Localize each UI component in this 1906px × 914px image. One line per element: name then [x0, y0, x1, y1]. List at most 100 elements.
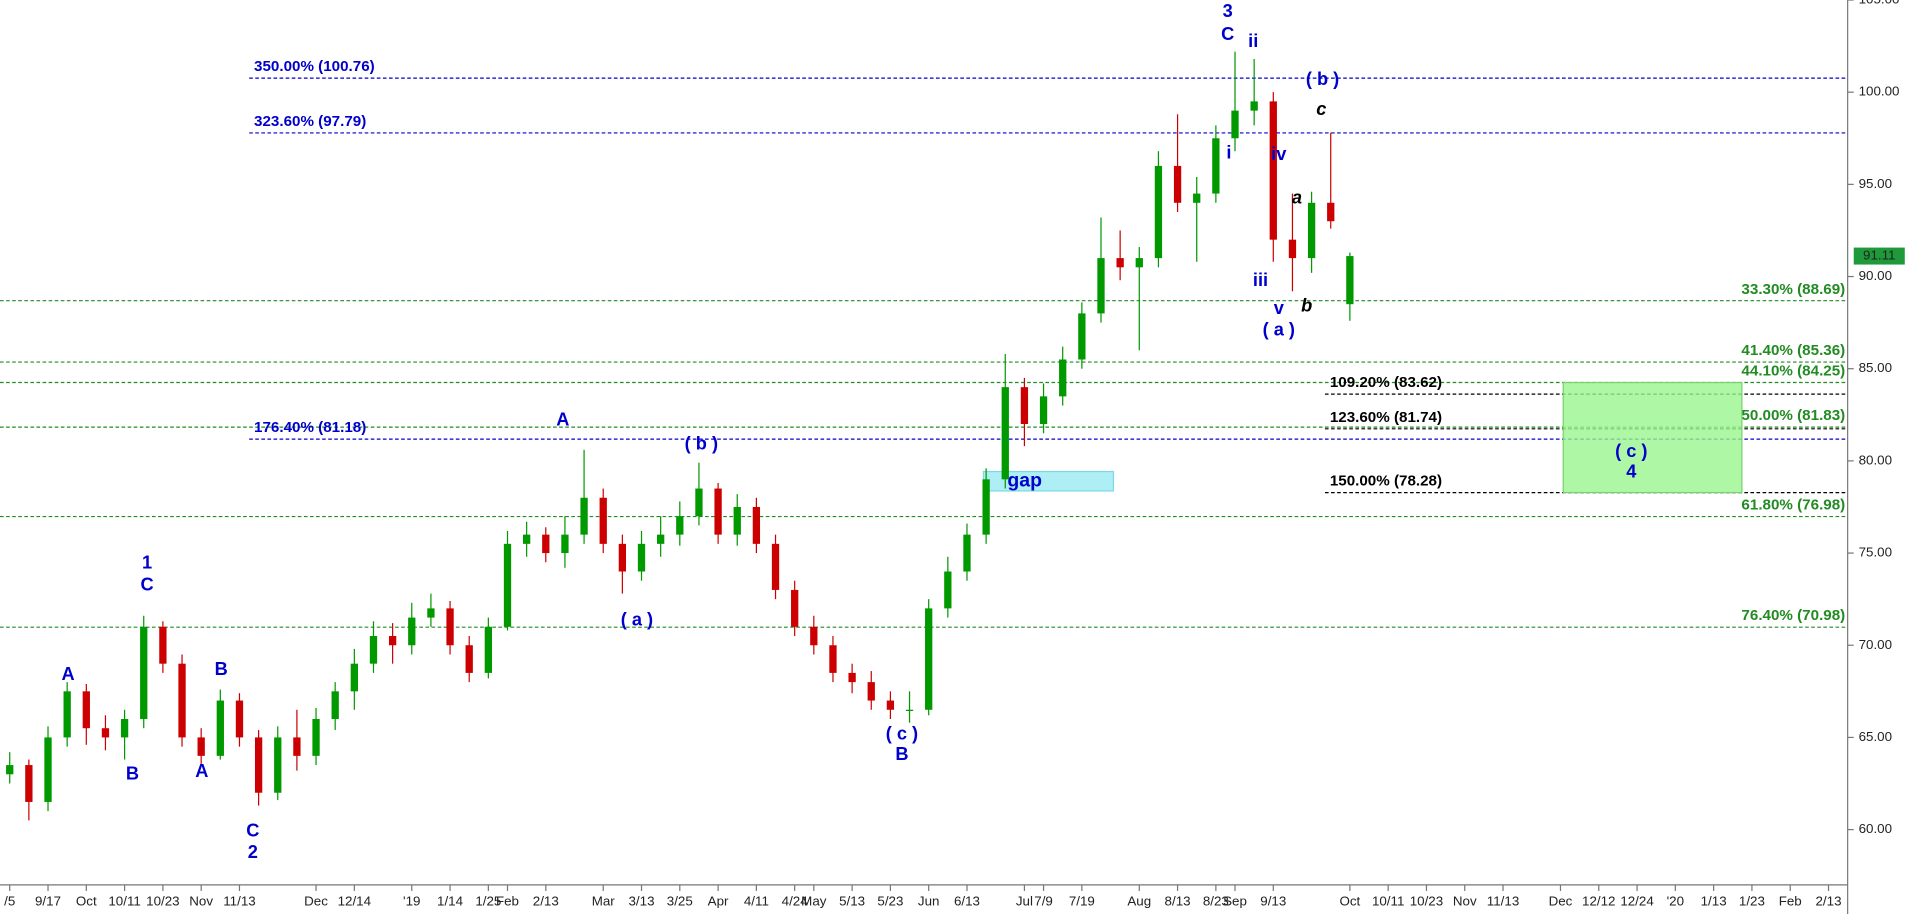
candle-body	[599, 497, 607, 544]
candle-body	[274, 737, 282, 793]
candle-body	[1020, 387, 1029, 425]
x-tick-label: '20	[1667, 893, 1684, 908]
level-label: 123.60% (81.74)	[1330, 409, 1442, 426]
candle-body	[293, 737, 301, 756]
x-tick-label: 2/13	[533, 893, 559, 908]
wave-label: v	[1274, 298, 1285, 318]
candle-body	[733, 506, 741, 535]
candle-body	[1097, 258, 1105, 314]
candle-body	[771, 543, 780, 590]
candle-body	[1231, 110, 1239, 139]
wave-label: B	[895, 744, 908, 764]
y-tick-label: 100.00	[1859, 84, 1900, 99]
x-tick-label: Feb	[496, 893, 519, 908]
wave-label: c	[1316, 99, 1326, 119]
wave-label: iii	[1253, 270, 1268, 290]
candle-body	[1116, 258, 1124, 268]
x-tick-label: Dec	[1549, 893, 1573, 908]
wave-label: C	[246, 820, 259, 840]
candle-body	[254, 737, 263, 793]
candle-body	[388, 636, 397, 646]
x-tick-label: 12/24	[1620, 893, 1654, 908]
candle-body	[159, 626, 167, 664]
x-tick-label: 6/13	[954, 893, 980, 908]
x-tick-label: Dec	[304, 893, 328, 908]
level-label: 109.20% (83.62)	[1330, 374, 1442, 391]
x-tick-label: 1/13	[1701, 893, 1727, 908]
x-tick-label: 10/11	[1372, 893, 1404, 908]
candle-body	[465, 645, 473, 673]
x-tick-label: 4/11	[744, 893, 769, 908]
x-tick-label: 3/13	[629, 893, 655, 908]
candle-body	[1135, 258, 1143, 268]
candle-body	[1173, 165, 1182, 203]
candle-body	[676, 516, 684, 535]
candle-body	[312, 718, 320, 756]
candle-body	[369, 636, 378, 664]
x-tick-label: 10/11	[108, 893, 140, 908]
candle-body	[542, 534, 550, 554]
candle-body	[1307, 202, 1316, 259]
x-tick-label: 11/13	[1487, 893, 1519, 908]
candle-body	[101, 728, 110, 738]
candle-body	[848, 672, 856, 683]
level-label: 76.40% (70.98)	[1741, 607, 1845, 624]
candle-body	[714, 488, 722, 535]
candle-body	[886, 700, 895, 710]
x-tick-label: Feb	[1779, 893, 1802, 908]
wave-label: i	[1226, 143, 1231, 163]
level-label: 176.40% (81.18)	[254, 419, 366, 436]
candle-body	[1269, 101, 1277, 240]
target-zone	[1562, 381, 1743, 494]
candle-body	[1327, 202, 1335, 222]
x-tick-label: 8/23	[1203, 893, 1229, 908]
x-tick-label: 9/17	[35, 893, 61, 908]
candle-body	[140, 626, 148, 719]
x-tick-label: 1/25	[475, 893, 501, 908]
x-tick-label: 8/13	[1165, 893, 1191, 908]
wave-label: ii	[1248, 31, 1258, 51]
price-tag	[1853, 247, 1905, 265]
x-tick-label: 7/9	[1034, 893, 1053, 908]
wave-label: iv	[1271, 144, 1287, 164]
candle-body	[657, 534, 665, 544]
candle-body	[561, 534, 569, 554]
x-tick-label: Nov	[189, 893, 213, 908]
x-tick-label: Jul	[1016, 893, 1033, 908]
candle-body	[752, 506, 761, 544]
x-tick-label: 4/24	[782, 893, 809, 908]
candle-body	[1001, 387, 1009, 480]
candle-body	[618, 543, 627, 572]
x-tick-label: Oct	[76, 893, 97, 908]
x-tick-label: 3/25	[667, 893, 693, 908]
wave-label: ( b )	[1306, 69, 1339, 89]
wave-label: ( c )	[886, 723, 918, 743]
candle-body	[829, 645, 837, 673]
level-label: 33.30% (88.69)	[1741, 281, 1845, 298]
candle-body	[963, 534, 971, 572]
wave-label: B	[215, 659, 228, 679]
y-tick-label: 70.00	[1859, 637, 1892, 652]
price-tag-label: 91.11	[1863, 248, 1895, 263]
candle-body	[1212, 138, 1220, 194]
candle-body	[925, 608, 933, 710]
candle-body	[503, 543, 512, 627]
y-tick-label: 80.00	[1859, 452, 1892, 467]
candle-body	[216, 700, 224, 756]
candle-body	[810, 626, 818, 646]
y-tick-label: 95.00	[1859, 176, 1892, 191]
level-label: 50.00% (81.83)	[1741, 407, 1845, 424]
wave-label: 1	[142, 553, 152, 573]
candle-body	[44, 737, 52, 802]
level-label: 150.00% (78.28)	[1330, 473, 1442, 490]
x-tick-label: 10/23	[146, 893, 179, 908]
candle-body	[1039, 396, 1048, 425]
candle-body	[637, 543, 646, 572]
candle-body	[25, 765, 33, 802]
candle-body	[867, 682, 875, 701]
x-tick-label: /5	[4, 893, 15, 908]
candle-body	[1059, 359, 1067, 397]
x-tick-label: 12/12	[1582, 893, 1615, 908]
